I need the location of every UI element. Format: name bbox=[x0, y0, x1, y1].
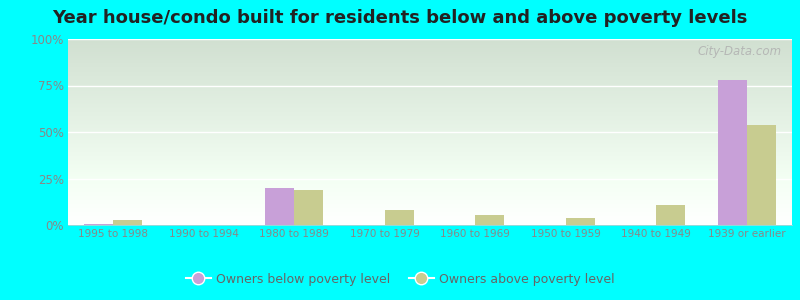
Bar bbox=[746, 124, 776, 225]
Bar bbox=[84, 224, 114, 225]
Legend: Owners below poverty level, Owners above poverty level: Owners below poverty level, Owners above… bbox=[181, 268, 619, 291]
Bar bbox=[266, 188, 294, 225]
Bar bbox=[475, 215, 504, 225]
Text: Year house/condo built for residents below and above poverty levels: Year house/condo built for residents bel… bbox=[52, 9, 748, 27]
Bar bbox=[294, 190, 323, 225]
Bar bbox=[566, 218, 594, 225]
Bar bbox=[385, 210, 414, 225]
Bar bbox=[656, 205, 686, 225]
Bar bbox=[718, 80, 746, 225]
Text: City-Data.com: City-Data.com bbox=[697, 45, 781, 58]
Bar bbox=[114, 220, 142, 225]
